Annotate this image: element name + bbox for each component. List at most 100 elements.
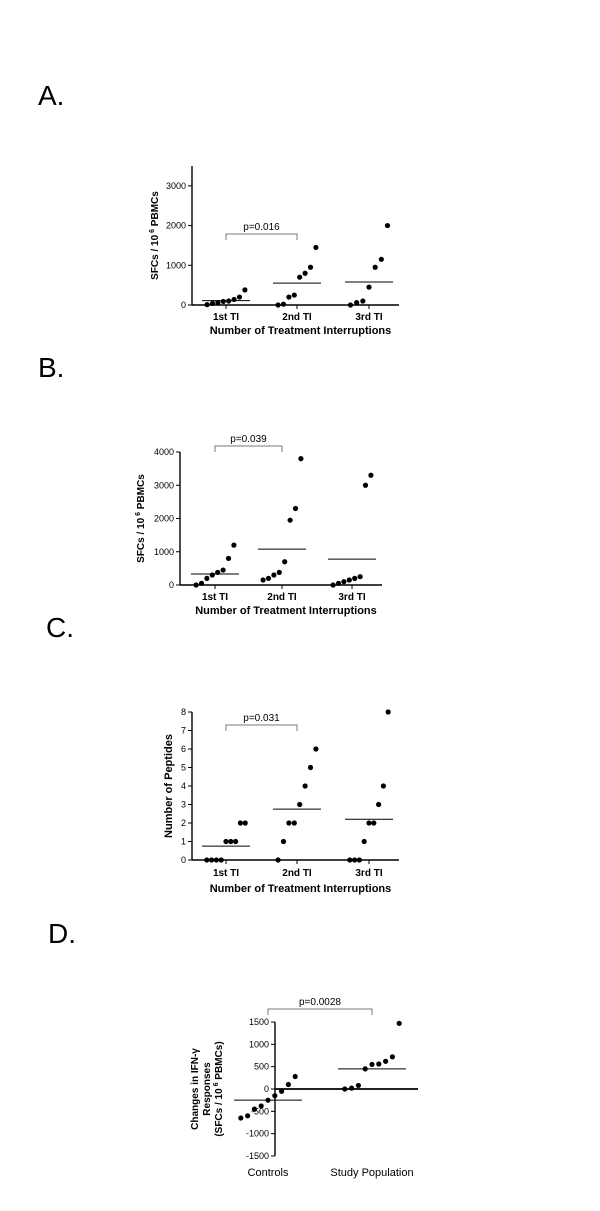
data-point <box>376 1061 382 1067</box>
y-tick-label: 1000 <box>249 1039 269 1049</box>
data-point <box>389 1054 395 1060</box>
data-point <box>282 559 288 565</box>
data-point <box>236 294 243 300</box>
y-tick-label: 3000 <box>166 181 186 191</box>
data-point <box>368 472 374 478</box>
y-tick-label: -1000 <box>246 1129 269 1139</box>
data-point <box>330 582 336 588</box>
data-point <box>245 1113 251 1119</box>
data-point <box>292 505 299 512</box>
comparison-bracket <box>225 233 298 240</box>
panel-d-letter: D. <box>48 918 76 949</box>
data-point <box>385 709 391 715</box>
data-point <box>360 298 366 304</box>
data-point <box>357 574 363 580</box>
data-point <box>198 580 205 586</box>
data-point <box>251 1106 257 1112</box>
data-point <box>355 1082 361 1089</box>
y-axis-label-line3: (SFCs / 10 6 PBMCs) <box>213 1041 225 1136</box>
x-axis-label: Number of Treatment Interruptions <box>210 325 392 337</box>
data-point <box>204 857 210 863</box>
x-tick-label: Study Population <box>330 1167 413 1179</box>
data-point <box>242 287 248 293</box>
data-point <box>366 284 372 290</box>
y-tick-label: 2000 <box>154 514 174 524</box>
data-point <box>271 572 277 578</box>
data-point <box>275 302 281 308</box>
y-tick-label: 4 <box>181 781 186 791</box>
data-point <box>313 746 319 752</box>
y-tick-label: 1000 <box>154 547 174 557</box>
data-point <box>376 801 382 808</box>
data-point <box>292 1073 298 1080</box>
y-tick-label: 0 <box>181 855 186 865</box>
data-point <box>346 577 352 583</box>
data-point <box>220 298 226 305</box>
y-tick-label: 3 <box>181 800 186 810</box>
comparison-bracket <box>214 445 283 452</box>
data-point <box>215 300 221 306</box>
data-point <box>372 264 378 270</box>
y-tick-label: 2 <box>181 818 186 828</box>
data-point <box>371 820 377 826</box>
data-point <box>302 783 308 789</box>
x-axis-label: Number of Treatment Interruptions <box>210 883 392 895</box>
data-point <box>287 517 293 523</box>
y-tick-label: 0 <box>264 1084 269 1094</box>
y-axis-label-line1: Changes in IFN-γ <box>190 1048 201 1130</box>
data-point <box>335 580 342 586</box>
data-point <box>272 1093 278 1099</box>
x-tick-label: 2nd TI <box>267 592 297 603</box>
data-point <box>285 1081 291 1088</box>
data-point <box>209 300 216 307</box>
data-point <box>260 577 266 583</box>
x-tick-label: 2nd TI <box>282 868 312 879</box>
y-tick-label: 4000 <box>154 447 174 457</box>
y-tick-label: 2000 <box>166 221 186 231</box>
y-axis-label-line2: Responses <box>202 1062 213 1116</box>
data-point <box>297 801 303 808</box>
y-tick-label: 8 <box>181 707 186 717</box>
comparison-bracket <box>267 1008 373 1015</box>
x-tick-label: 2nd TI <box>282 312 312 323</box>
p-value-label: p=0.0028 <box>299 997 341 1008</box>
x-tick-label: 1st TI <box>213 312 239 323</box>
data-point <box>349 1085 355 1091</box>
p-value-label: p=0.016 <box>243 222 280 233</box>
y-tick-label: 1500 <box>249 1017 269 1027</box>
data-point <box>383 1058 389 1064</box>
y-tick-label: 500 <box>254 1062 269 1072</box>
data-point <box>228 838 234 845</box>
data-point <box>231 542 237 548</box>
data-point <box>275 857 281 863</box>
data-point <box>238 1115 244 1121</box>
data-point <box>265 575 272 581</box>
data-point <box>213 857 219 863</box>
x-tick-label: 1st TI <box>213 868 239 879</box>
data-point <box>302 270 308 276</box>
panel-a-letter: A. <box>38 80 65 111</box>
x-tick-label: 3rd TI <box>338 592 365 603</box>
data-point <box>384 222 391 229</box>
panel-c-letter: C. <box>46 612 74 643</box>
data-point <box>352 857 358 863</box>
data-point <box>276 569 282 575</box>
y-tick-label: -500 <box>251 1106 269 1116</box>
y-axis-label: SFCs / 10 6 PBMCs <box>135 474 147 563</box>
data-point <box>286 820 292 826</box>
y-axis-label: SFCs / 10 6 PBMCs <box>149 191 161 280</box>
data-point <box>209 857 215 863</box>
panel-b-letter: B. <box>38 352 65 383</box>
data-point <box>258 1103 264 1109</box>
data-point <box>361 838 367 845</box>
data-point <box>225 555 232 562</box>
data-point <box>341 579 347 585</box>
data-point <box>307 764 314 771</box>
y-tick-label: 1 <box>181 837 186 847</box>
data-point <box>291 820 297 826</box>
data-point <box>280 301 287 307</box>
p-value-label: p=0.039 <box>230 434 267 445</box>
